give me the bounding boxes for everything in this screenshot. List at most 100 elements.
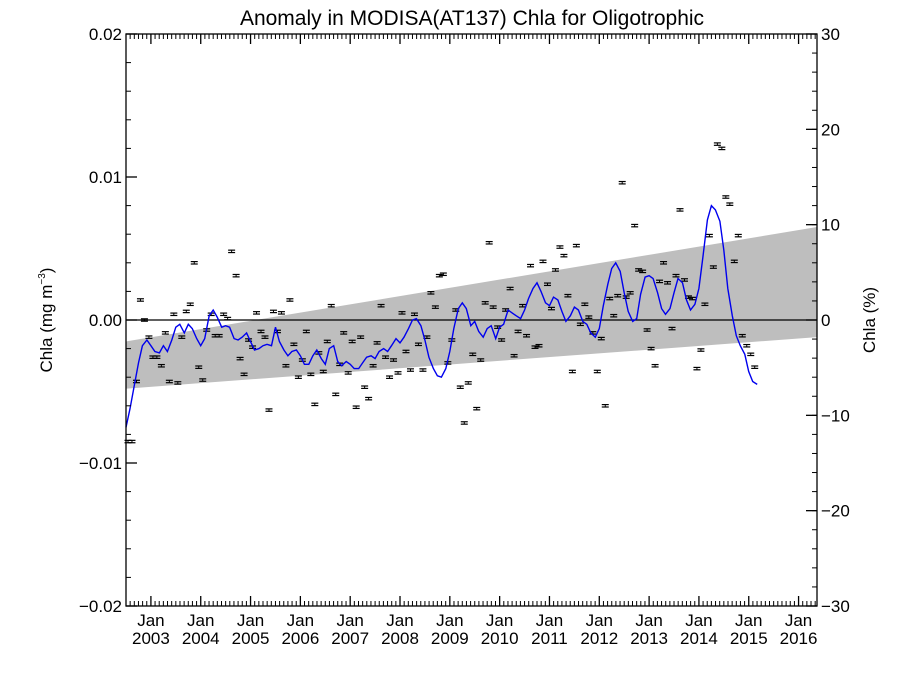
x-tick-label-month: Jan bbox=[137, 611, 164, 630]
data-point bbox=[261, 335, 269, 339]
x-tick-label-month: Jan bbox=[187, 611, 214, 630]
data-point bbox=[332, 392, 340, 397]
y-tick-label-right: 20 bbox=[821, 120, 840, 139]
data-point bbox=[676, 208, 684, 212]
x-tick-label-year: 2010 bbox=[481, 629, 519, 648]
data-point bbox=[688, 296, 696, 301]
x-tick-label-month: Jan bbox=[336, 611, 363, 630]
data-point bbox=[348, 339, 356, 344]
data-point bbox=[419, 368, 427, 372]
data-point bbox=[705, 233, 713, 238]
data-point bbox=[672, 273, 680, 278]
x-tick-label-month: Jan bbox=[635, 611, 662, 630]
data-point bbox=[647, 346, 655, 351]
data-point bbox=[597, 336, 605, 341]
data-point bbox=[344, 371, 352, 375]
data-point bbox=[701, 302, 709, 307]
data-point bbox=[174, 381, 182, 385]
data-point bbox=[232, 273, 240, 278]
data-point bbox=[481, 301, 489, 305]
y-axis-label-left: Chla (mg m−3) bbox=[37, 268, 56, 373]
y-axis-label-left-sup: −3 bbox=[37, 273, 48, 285]
data-point bbox=[593, 369, 601, 374]
data-point bbox=[352, 405, 360, 410]
data-point bbox=[489, 305, 497, 309]
data-point bbox=[402, 349, 410, 354]
x-tick-label-month: Jan bbox=[386, 611, 413, 630]
data-point bbox=[635, 268, 643, 272]
data-point bbox=[199, 378, 207, 382]
data-point bbox=[277, 311, 285, 315]
y-tick-label-left: 0.00 bbox=[89, 311, 122, 330]
data-point bbox=[161, 331, 169, 335]
y-axis-label-right: Chla (%) bbox=[860, 287, 879, 353]
data-point bbox=[398, 311, 406, 315]
data-point bbox=[751, 365, 759, 369]
data-point bbox=[564, 293, 572, 298]
data-point bbox=[165, 379, 173, 384]
data-point bbox=[485, 240, 493, 245]
data-point bbox=[722, 195, 730, 199]
y-tick-label-right: −20 bbox=[821, 502, 850, 521]
data-point bbox=[307, 372, 315, 377]
data-point bbox=[506, 286, 514, 291]
data-point bbox=[153, 355, 161, 359]
data-point bbox=[560, 253, 568, 258]
y-tick-label-right: 10 bbox=[821, 216, 840, 235]
data-point bbox=[668, 326, 676, 331]
data-point bbox=[514, 329, 522, 334]
data-point bbox=[290, 342, 298, 347]
x-tick-label-month: Jan bbox=[436, 611, 463, 630]
data-point bbox=[460, 421, 468, 425]
data-point bbox=[390, 358, 398, 362]
data-point bbox=[311, 402, 319, 407]
data-point bbox=[519, 303, 527, 308]
chart-marks bbox=[124, 142, 817, 444]
data-point bbox=[257, 329, 265, 334]
data-point bbox=[747, 352, 755, 357]
data-point bbox=[535, 343, 543, 348]
x-tick-label-year: 2016 bbox=[780, 629, 818, 648]
data-point bbox=[614, 293, 622, 298]
data-point bbox=[531, 345, 539, 349]
data-point bbox=[572, 243, 580, 248]
data-point bbox=[547, 306, 555, 311]
x-tick-label-year: 2004 bbox=[182, 629, 220, 648]
data-point bbox=[157, 363, 165, 368]
data-point bbox=[606, 296, 614, 301]
y-tick-label-right: 30 bbox=[821, 25, 840, 44]
data-point bbox=[282, 363, 290, 368]
y-tick-label-right: 0 bbox=[821, 311, 830, 330]
y-axis-label-left-close: ) bbox=[37, 268, 56, 274]
data-point bbox=[543, 282, 551, 287]
data-point bbox=[477, 358, 485, 362]
data-point bbox=[585, 315, 593, 319]
y-tick-label-left: −0.01 bbox=[79, 454, 122, 473]
trend-band bbox=[126, 227, 817, 389]
x-tick-label-year: 2011 bbox=[531, 629, 568, 648]
data-point bbox=[660, 261, 668, 265]
data-point bbox=[302, 329, 310, 334]
data-point bbox=[140, 318, 148, 322]
data-point bbox=[439, 272, 447, 277]
data-point bbox=[253, 311, 261, 315]
data-point bbox=[618, 180, 626, 185]
y-tick-label-left: −0.02 bbox=[79, 597, 122, 616]
data-point bbox=[709, 265, 717, 269]
data-point bbox=[128, 439, 136, 444]
data-point bbox=[473, 406, 481, 411]
data-point bbox=[601, 404, 609, 408]
chart-title: Anomaly in MODISA(AT137) Chla for Oligot… bbox=[240, 7, 704, 30]
x-tick-label-year: 2013 bbox=[630, 629, 668, 648]
x-tick-label-year: 2015 bbox=[730, 629, 768, 648]
x-tick-label-year: 2012 bbox=[580, 629, 618, 648]
data-point bbox=[664, 281, 672, 285]
data-point bbox=[265, 408, 273, 412]
data-point bbox=[431, 305, 439, 309]
data-point bbox=[610, 313, 618, 318]
data-point bbox=[414, 342, 422, 347]
x-tick-label-month: Jan bbox=[536, 611, 563, 630]
data-point bbox=[622, 295, 630, 299]
data-point bbox=[693, 366, 701, 371]
y-tick-label-right: −30 bbox=[821, 597, 850, 616]
